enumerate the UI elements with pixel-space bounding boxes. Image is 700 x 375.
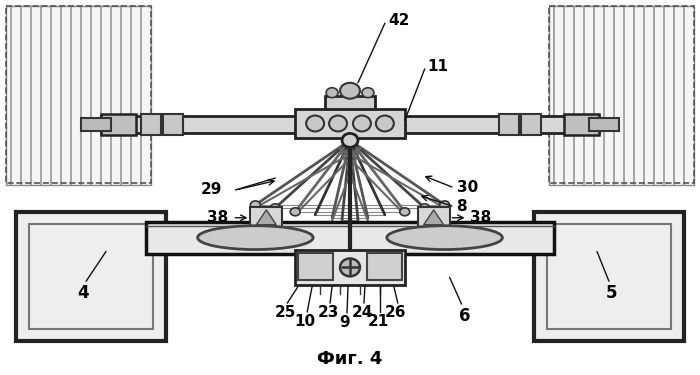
- Text: 23: 23: [317, 305, 339, 320]
- Ellipse shape: [340, 83, 360, 99]
- Text: 21: 21: [368, 314, 388, 329]
- Bar: [101, 114, 136, 135]
- Text: 8: 8: [456, 200, 467, 214]
- Ellipse shape: [329, 116, 347, 131]
- Ellipse shape: [251, 201, 260, 209]
- Text: 4: 4: [77, 284, 89, 302]
- Text: 29: 29: [201, 183, 223, 198]
- Ellipse shape: [197, 226, 313, 249]
- Ellipse shape: [306, 116, 324, 131]
- Text: 26: 26: [385, 305, 407, 320]
- Bar: [251, 207, 282, 229]
- Ellipse shape: [326, 88, 338, 98]
- Text: 6: 6: [458, 307, 470, 325]
- Text: 5: 5: [606, 284, 617, 302]
- Bar: [298, 252, 333, 280]
- Ellipse shape: [340, 258, 360, 276]
- Bar: [550, 6, 694, 183]
- Ellipse shape: [400, 208, 410, 216]
- Polygon shape: [256, 210, 276, 225]
- Bar: [534, 212, 684, 341]
- Ellipse shape: [353, 116, 371, 131]
- Bar: [29, 224, 153, 329]
- Ellipse shape: [342, 134, 358, 147]
- Text: 9: 9: [340, 315, 350, 330]
- Bar: [550, 6, 694, 185]
- Text: 24: 24: [351, 305, 372, 320]
- Bar: [81, 117, 111, 131]
- Bar: [295, 249, 405, 285]
- Ellipse shape: [440, 201, 449, 209]
- Bar: [101, 116, 599, 134]
- Text: 42: 42: [388, 13, 409, 28]
- Bar: [564, 114, 599, 135]
- Bar: [6, 6, 150, 185]
- Bar: [6, 6, 150, 183]
- Bar: [16, 212, 166, 341]
- Text: 30: 30: [456, 180, 478, 195]
- Bar: [499, 114, 519, 135]
- Bar: [589, 117, 619, 131]
- Text: Фиг. 4: Фиг. 4: [317, 350, 383, 368]
- Text: 25: 25: [274, 305, 296, 320]
- Bar: [141, 114, 161, 135]
- Bar: [162, 114, 183, 135]
- Bar: [295, 109, 405, 138]
- Text: 38: 38: [470, 210, 491, 225]
- Ellipse shape: [420, 204, 430, 212]
- Ellipse shape: [270, 204, 280, 212]
- Ellipse shape: [362, 88, 374, 98]
- Bar: [146, 222, 554, 254]
- Text: 38: 38: [207, 210, 228, 225]
- Ellipse shape: [376, 116, 394, 131]
- Bar: [547, 224, 671, 329]
- Polygon shape: [424, 210, 444, 225]
- Text: 10: 10: [295, 314, 316, 329]
- Bar: [418, 207, 449, 229]
- Text: 11: 11: [428, 59, 449, 74]
- Bar: [367, 252, 402, 280]
- Ellipse shape: [387, 226, 503, 249]
- Bar: [325, 96, 375, 117]
- Bar: [522, 114, 541, 135]
- Ellipse shape: [290, 208, 300, 216]
